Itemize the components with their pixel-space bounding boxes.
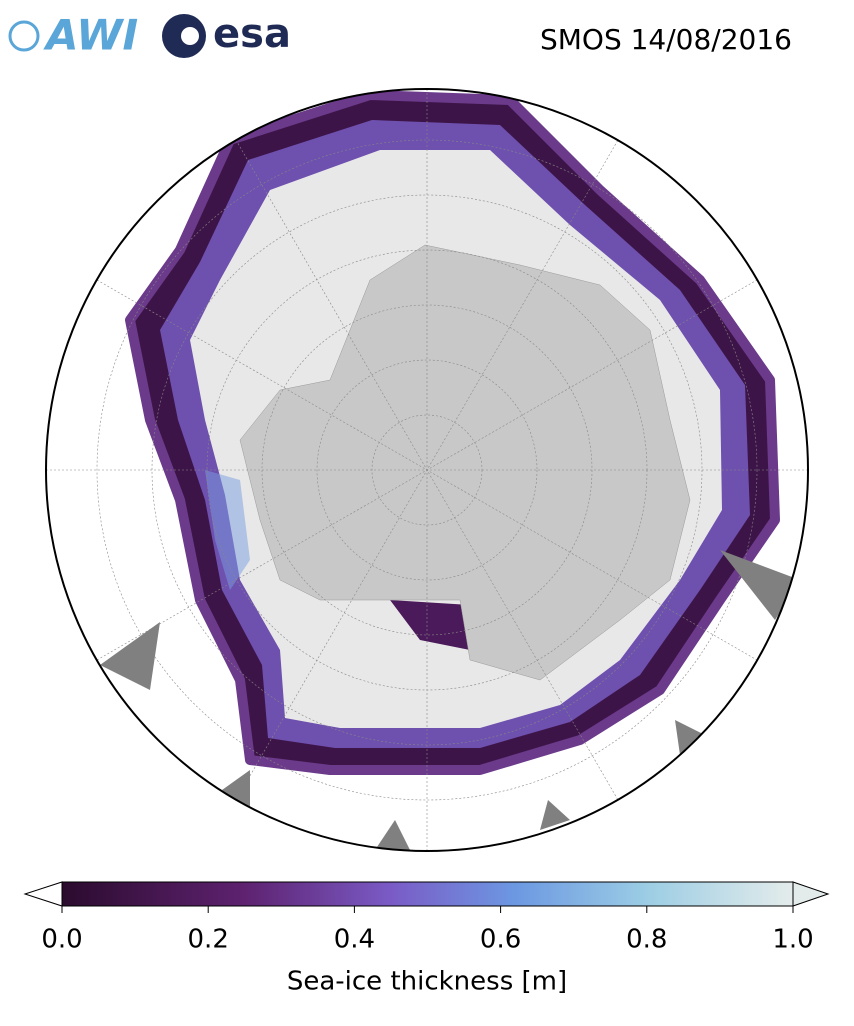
logos: AWI esa — [8, 11, 291, 60]
colorbar-extend-low — [23, 881, 63, 907]
awi-icon — [8, 20, 40, 52]
esa-icon-inner — [181, 27, 199, 45]
colorbar — [23, 881, 830, 907]
colorbar-gradient — [61, 881, 794, 907]
map — [46, 89, 808, 851]
awi-logo: AWI — [43, 11, 138, 60]
colorbar-extend-high — [792, 881, 830, 907]
colorbar-tick-label: 0.0 — [41, 925, 82, 955]
colorbar-label: Sea-ice thickness [m] — [287, 967, 567, 997]
colorbar-tick-label: 1.0 — [772, 925, 813, 955]
colorbar-tick-label: 0.4 — [334, 925, 375, 955]
graticule — [46, 89, 808, 851]
title: SMOS 14/08/2016 — [540, 23, 792, 56]
colorbar-tick-label: 0.2 — [188, 925, 229, 955]
colorbar-tick-label: 0.8 — [626, 925, 667, 955]
esa-logo: esa — [213, 11, 291, 57]
colorbar-tick-label: 0.6 — [480, 925, 521, 955]
map-frame — [45, 88, 809, 852]
